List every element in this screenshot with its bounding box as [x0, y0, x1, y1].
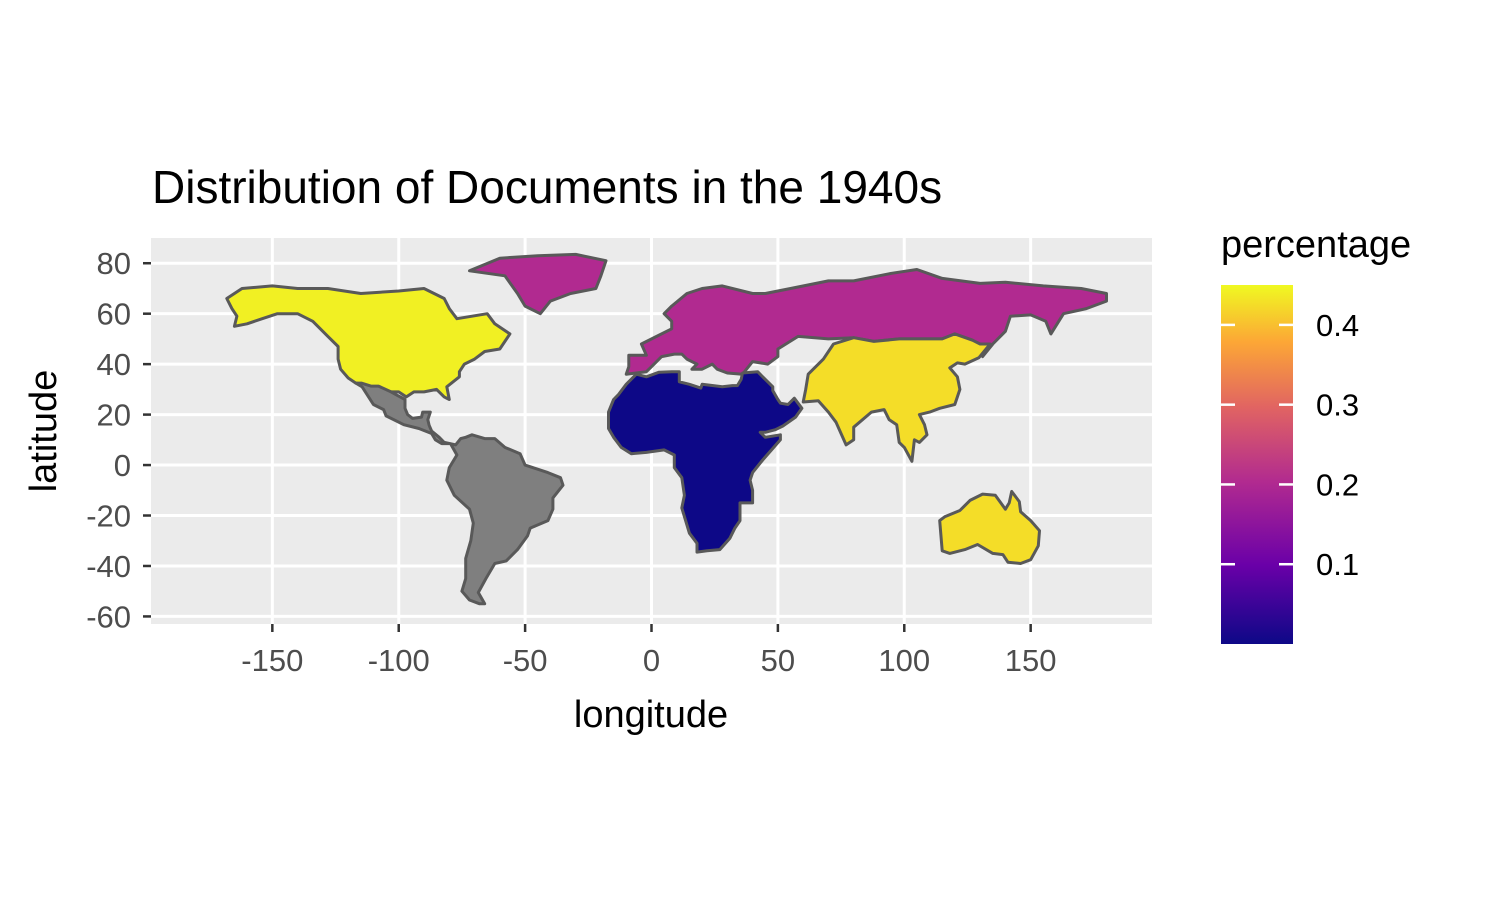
y-tick-label: 60	[97, 297, 131, 332]
y-tick-label: 20	[97, 398, 131, 433]
legend-label: 0.2	[1316, 467, 1359, 502]
colorbar	[1221, 285, 1293, 644]
region-north-america	[225, 284, 512, 401]
x-tick-label: 0	[643, 643, 660, 678]
legend-label: 0.1	[1316, 547, 1359, 582]
y-tick-label: 40	[97, 347, 131, 382]
y-tick-label: -60	[86, 599, 131, 634]
x-tick-label: 100	[878, 643, 930, 678]
chart-title: Distribution of Documents in the 1940s	[152, 161, 942, 213]
region-latin-america	[354, 381, 565, 606]
y-tick-label: 0	[114, 448, 131, 483]
y-tick-label: -20	[86, 499, 131, 534]
legend-label: 0.3	[1316, 388, 1359, 423]
x-tick-label: 150	[1005, 643, 1057, 678]
legend-label: 0.4	[1316, 308, 1359, 343]
x-tick-label: -150	[241, 643, 303, 678]
x-tick-label: -50	[503, 643, 548, 678]
y-axis-title: latitude	[23, 370, 65, 493]
legend-title: percentage	[1221, 224, 1411, 266]
color-legend: percentage 0.1 0.2 0.3 0.4	[1221, 224, 1411, 644]
region-greenland	[468, 252, 608, 316]
y-tick-label: 80	[97, 246, 131, 281]
world-map	[225, 252, 1108, 606]
x-tick-label: -100	[368, 643, 430, 678]
x-tick-label: 50	[761, 643, 795, 678]
region-asia	[801, 332, 992, 463]
region-africa-middle-east	[607, 370, 804, 554]
y-tick-label: -40	[86, 549, 131, 584]
axis-ticks: -150 -100 -50 0 50 100 150 80 60 40 20 0 -20 -40 -60	[86, 246, 1056, 678]
region-australia-oceania	[938, 490, 1041, 565]
x-axis-title: longitude	[574, 694, 728, 736]
